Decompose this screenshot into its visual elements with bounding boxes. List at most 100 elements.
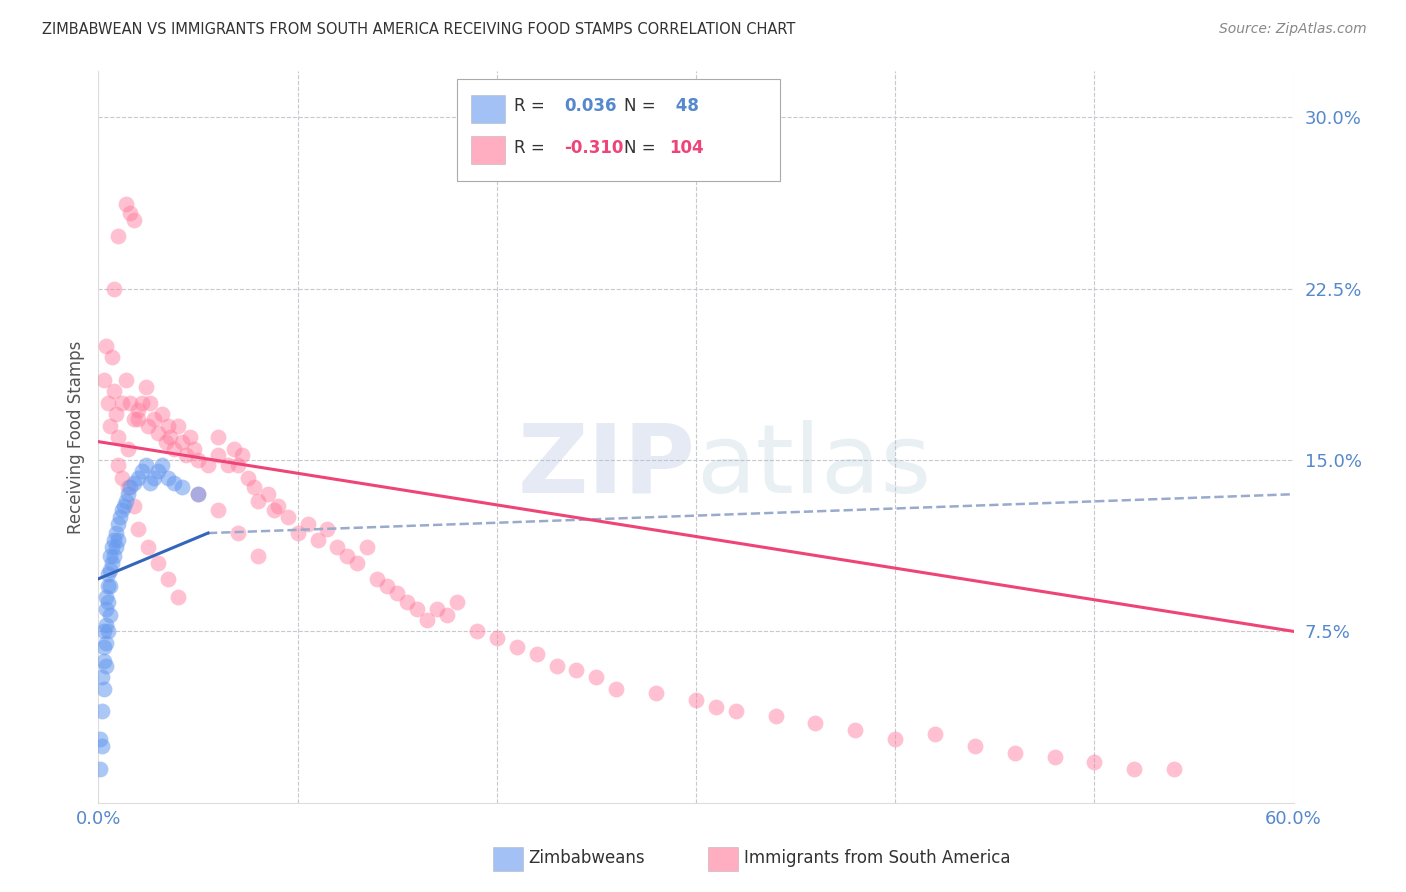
Point <box>107 458 129 472</box>
Point <box>336 549 359 563</box>
Point <box>297 516 319 531</box>
Point <box>124 475 146 490</box>
Point <box>1043 750 1066 764</box>
Bar <box>471 136 505 164</box>
Point <box>446 595 468 609</box>
Point <box>163 442 186 456</box>
Point <box>117 442 139 456</box>
Point <box>96 636 118 650</box>
Point <box>111 503 134 517</box>
Point <box>765 709 787 723</box>
Text: Zimbabweans: Zimbabweans <box>529 848 645 867</box>
Bar <box>471 95 505 122</box>
Point <box>207 449 229 463</box>
Point <box>226 458 249 472</box>
Point <box>98 418 122 433</box>
Point <box>645 686 668 700</box>
Text: N =: N = <box>624 139 661 157</box>
Point <box>167 418 190 433</box>
Point <box>98 608 122 623</box>
Point <box>183 442 205 456</box>
Point <box>127 471 149 485</box>
Point <box>844 723 866 737</box>
Point <box>150 458 173 472</box>
Point <box>263 503 285 517</box>
Point <box>963 739 986 753</box>
Point <box>107 430 129 444</box>
Y-axis label: Receiving Food Stamps: Receiving Food Stamps <box>66 341 84 533</box>
Point <box>107 516 129 531</box>
Bar <box>494 847 523 871</box>
Point <box>375 579 398 593</box>
Point <box>187 487 209 501</box>
Point <box>1123 762 1146 776</box>
Point <box>155 434 177 449</box>
Text: atlas: atlas <box>696 420 931 513</box>
Point <box>236 471 259 485</box>
Text: Immigrants from South America: Immigrants from South America <box>744 848 1011 867</box>
Point <box>172 434 194 449</box>
Point <box>485 632 508 646</box>
Text: -0.310: -0.310 <box>565 139 624 157</box>
Point <box>174 449 197 463</box>
Point <box>136 418 159 433</box>
Text: N =: N = <box>624 97 661 115</box>
Point <box>148 464 170 478</box>
Point <box>924 727 946 741</box>
Point <box>157 418 180 433</box>
Point <box>526 647 548 661</box>
Point <box>356 540 378 554</box>
Point <box>150 407 173 421</box>
Point <box>139 475 162 490</box>
Point <box>163 475 186 490</box>
Point <box>103 533 125 547</box>
Point <box>207 430 229 444</box>
Point <box>197 458 219 472</box>
Point <box>91 739 114 753</box>
Point <box>105 540 128 554</box>
Text: R =: R = <box>515 139 550 157</box>
Point <box>159 430 181 444</box>
Point <box>117 487 139 501</box>
Point <box>96 338 118 352</box>
Point <box>115 373 138 387</box>
Point <box>89 731 111 746</box>
Point <box>1083 755 1105 769</box>
Point <box>231 449 253 463</box>
Point <box>804 715 827 730</box>
Point <box>93 640 115 655</box>
Point <box>97 579 120 593</box>
Text: 48: 48 <box>669 97 699 115</box>
Point <box>465 624 488 639</box>
Point <box>97 595 120 609</box>
Point <box>91 705 114 719</box>
Point <box>93 681 115 696</box>
Point <box>148 556 170 570</box>
Text: R =: R = <box>515 97 550 115</box>
Point <box>96 601 118 615</box>
Point <box>98 579 122 593</box>
Point <box>143 412 166 426</box>
Point <box>124 412 146 426</box>
Point <box>120 206 142 220</box>
Point <box>120 396 142 410</box>
Point <box>120 480 142 494</box>
Point <box>605 681 627 696</box>
Text: ZIP: ZIP <box>517 420 696 513</box>
Point <box>136 540 159 554</box>
Point <box>565 663 588 677</box>
Point <box>226 526 249 541</box>
Point <box>127 402 149 417</box>
Point <box>89 762 111 776</box>
Point <box>157 471 180 485</box>
Point <box>222 442 245 456</box>
Point <box>124 499 146 513</box>
Point <box>93 624 115 639</box>
Point <box>127 412 149 426</box>
Point <box>326 540 349 554</box>
Point <box>546 658 568 673</box>
Point <box>267 499 290 513</box>
Point <box>97 567 120 582</box>
Point <box>127 521 149 535</box>
Point <box>256 487 278 501</box>
